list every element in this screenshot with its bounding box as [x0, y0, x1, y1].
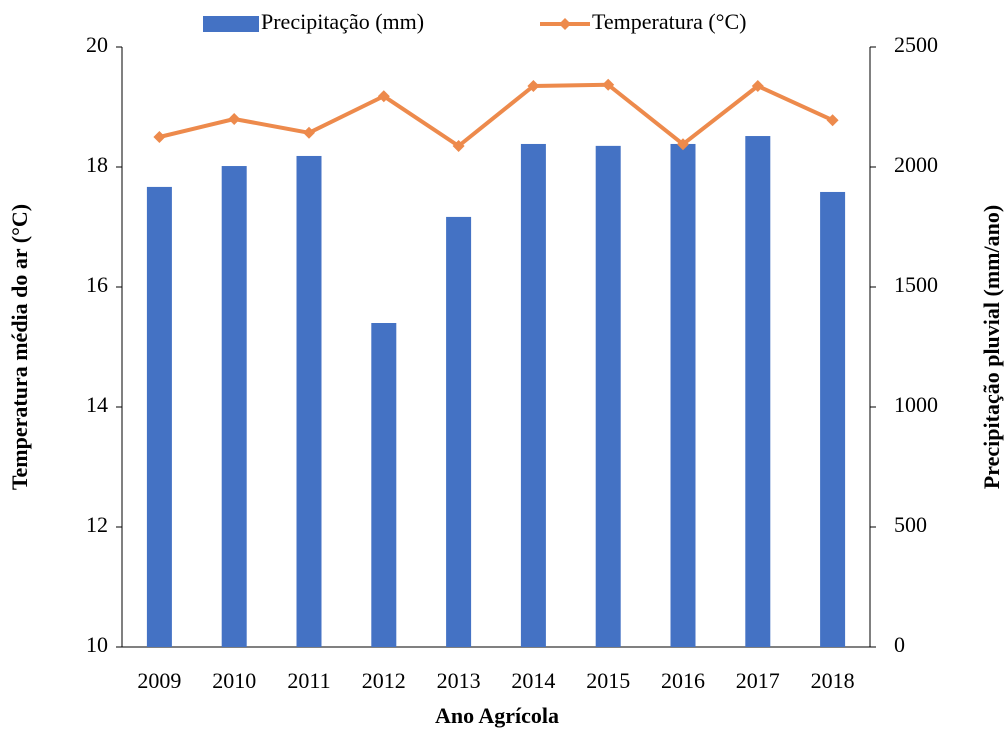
y-tick-label: 14: [86, 392, 108, 417]
legend-swatch: [559, 18, 571, 30]
x-axis-label: Ano Agrícola: [435, 703, 559, 728]
marker: [677, 138, 689, 151]
marker: [826, 114, 839, 127]
bar: [296, 155, 322, 647]
marker: [153, 131, 166, 143]
y2-tick-label: 1500: [894, 272, 938, 297]
bar: [146, 186, 172, 648]
x-tick-label: 2011: [287, 668, 330, 693]
x-tick-label: 2010: [212, 668, 256, 693]
bar: [446, 216, 472, 648]
marker: [751, 80, 764, 92]
y2-tick-label: 0: [894, 632, 905, 657]
y-axis-label: Temperatura média do ar (°C): [7, 204, 32, 490]
marker: [602, 78, 615, 91]
legend-label: Precipitação (mm): [261, 9, 424, 34]
bar: [820, 191, 846, 647]
marker: [228, 113, 241, 125]
y2-tick-label: 1000: [894, 392, 938, 417]
y2-axis-label: Precipitação pluvial (mm/ano): [979, 205, 1004, 489]
x-tick-label: 2014: [511, 668, 555, 693]
marker: [527, 80, 540, 92]
y-tick-label: 16: [86, 272, 108, 297]
x-tick-label: 2012: [362, 668, 406, 693]
legend-swatch: [203, 16, 259, 32]
x-tick-label: 2018: [811, 668, 855, 693]
x-tick-label: 2015: [586, 668, 630, 693]
x-tick-label: 2016: [661, 668, 705, 693]
y2-tick-label: 500: [894, 512, 927, 537]
y2-tick-label: 2500: [894, 32, 938, 57]
bar: [595, 145, 621, 647]
bar: [670, 143, 696, 647]
y-tick-label: 12: [86, 512, 108, 537]
y-tick-label: 10: [86, 632, 108, 657]
x-tick-label: 2013: [437, 668, 481, 693]
marker: [452, 140, 465, 152]
y-tick-label: 18: [86, 152, 108, 177]
marker: [303, 126, 315, 139]
line: [158, 82, 834, 148]
y2-tick-label: 2000: [894, 152, 938, 177]
legend-label: Temperatura (°C): [592, 9, 746, 34]
bar: [221, 166, 247, 648]
y-tick-label: 20: [86, 32, 108, 57]
x-tick-label: 2009: [137, 668, 181, 693]
bar: [371, 323, 397, 647]
marker: [377, 90, 390, 103]
bar: [745, 136, 771, 648]
bar: [520, 143, 546, 647]
x-tick-label: 2017: [736, 668, 780, 693]
